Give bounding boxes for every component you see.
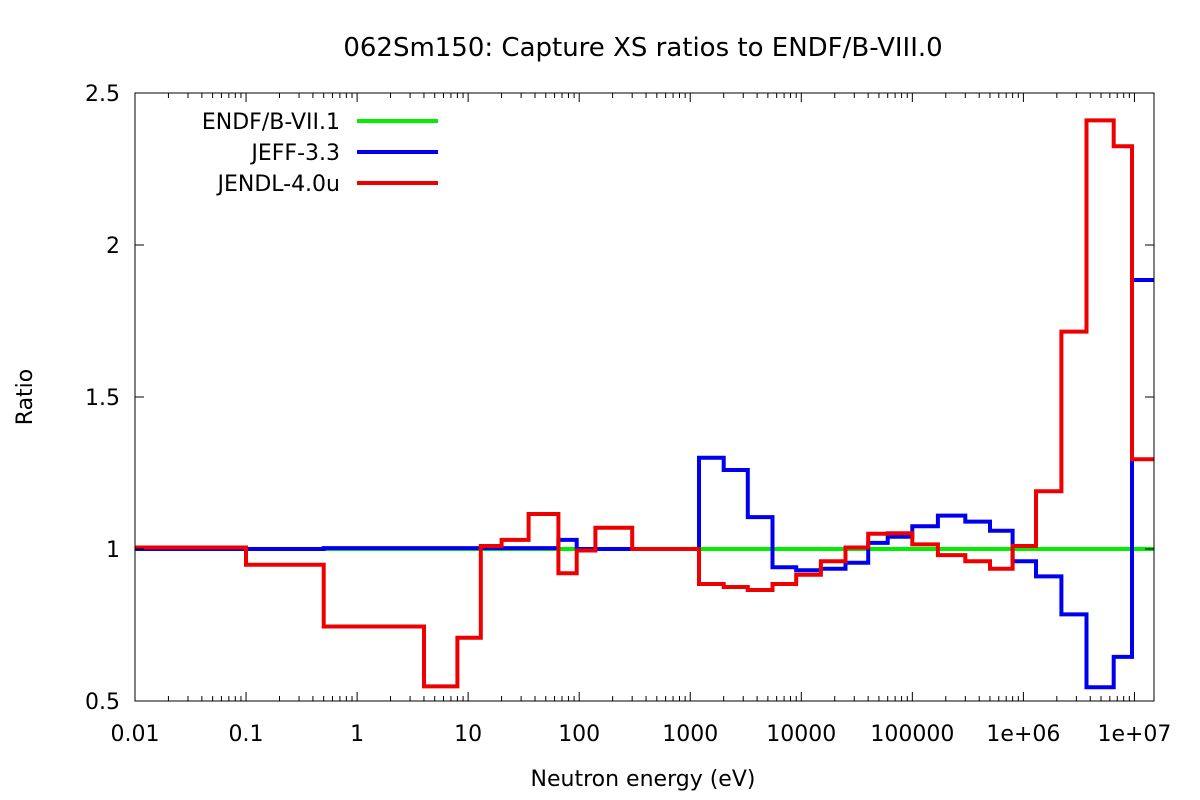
- legend-label: ENDF/B-VII.1: [202, 110, 340, 135]
- axis-ticks: 0.01 0.1 1 10 100 1000 10000 100000 1e+06 1e+07 0.…: [85, 82, 1171, 747]
- x-tick-label: 1e+06: [986, 722, 1060, 747]
- x-tick-label: 0.1: [229, 722, 264, 747]
- legend-label: JENDL-4.0u: [215, 172, 340, 197]
- y-tick-label: 1.5: [85, 386, 120, 411]
- y-tick-label: 1: [106, 538, 120, 563]
- x-axis-label: Neutron energy (eV): [531, 767, 756, 792]
- y-tick-label: 0.5: [85, 690, 120, 715]
- x-tick-label: 0.01: [111, 722, 160, 747]
- series-line-jeff-3-3: [135, 278, 1154, 690]
- x-tick-label: 1000: [662, 722, 718, 747]
- legend-label: JEFF-3.3: [249, 141, 340, 166]
- y-tick-label: 2: [106, 234, 120, 259]
- x-tick-label: 100000: [870, 722, 954, 747]
- x-tick-label: 100: [558, 722, 600, 747]
- legend: ENDF/B-VII.1 JEFF-3.3 JENDL-4.0u: [202, 110, 438, 197]
- series-line-jendl-4-0u: [135, 118, 1154, 689]
- y-tick-label: 2.5: [85, 82, 120, 107]
- chart-title: 062Sm150: Capture XS ratios to ENDF/B-VI…: [343, 33, 942, 63]
- y-axis-label: Ratio: [13, 369, 38, 425]
- x-tick-label: 1e+07: [1097, 722, 1171, 747]
- x-tick-label: 10000: [766, 722, 836, 747]
- x-tick-label: 10: [454, 722, 482, 747]
- plot-area: [135, 118, 1154, 690]
- x-tick-label: 1: [350, 722, 364, 747]
